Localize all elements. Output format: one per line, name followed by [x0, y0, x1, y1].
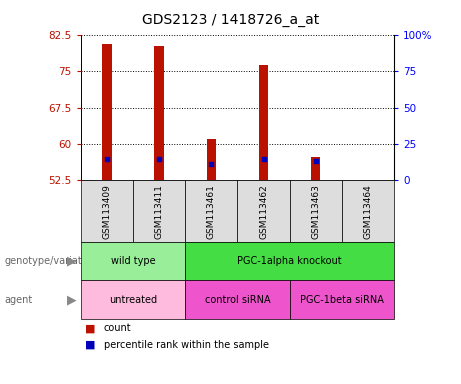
Text: GSM113411: GSM113411: [154, 184, 164, 238]
Text: untreated: untreated: [109, 295, 157, 305]
Bar: [102, 44, 112, 180]
Text: count: count: [104, 323, 131, 333]
Point: [155, 156, 163, 162]
Text: GDS2123 / 1418726_a_at: GDS2123 / 1418726_a_at: [142, 13, 319, 27]
Text: wild type: wild type: [111, 256, 155, 266]
Point: [207, 161, 215, 167]
Point: [312, 158, 319, 164]
Text: GSM113461: GSM113461: [207, 184, 216, 238]
Text: ■: ■: [85, 323, 96, 333]
Bar: [154, 46, 164, 180]
Text: PGC-1beta siRNA: PGC-1beta siRNA: [300, 295, 384, 305]
Text: genotype/variation: genotype/variation: [5, 256, 97, 266]
Text: GSM113464: GSM113464: [364, 184, 372, 238]
Text: GSM113462: GSM113462: [259, 184, 268, 238]
Bar: [207, 139, 216, 180]
Text: agent: agent: [5, 295, 33, 305]
Text: ▶: ▶: [67, 255, 76, 268]
Point: [103, 156, 111, 162]
Text: ■: ■: [85, 340, 96, 350]
Text: ▶: ▶: [67, 293, 76, 306]
Text: GSM113463: GSM113463: [311, 184, 320, 238]
Bar: [259, 65, 268, 180]
Text: GSM113409: GSM113409: [102, 184, 111, 238]
Text: control siRNA: control siRNA: [205, 295, 270, 305]
Text: PGC-1alpha knockout: PGC-1alpha knockout: [237, 256, 342, 266]
Text: percentile rank within the sample: percentile rank within the sample: [104, 340, 269, 350]
Point: [260, 156, 267, 162]
Bar: [311, 157, 320, 180]
